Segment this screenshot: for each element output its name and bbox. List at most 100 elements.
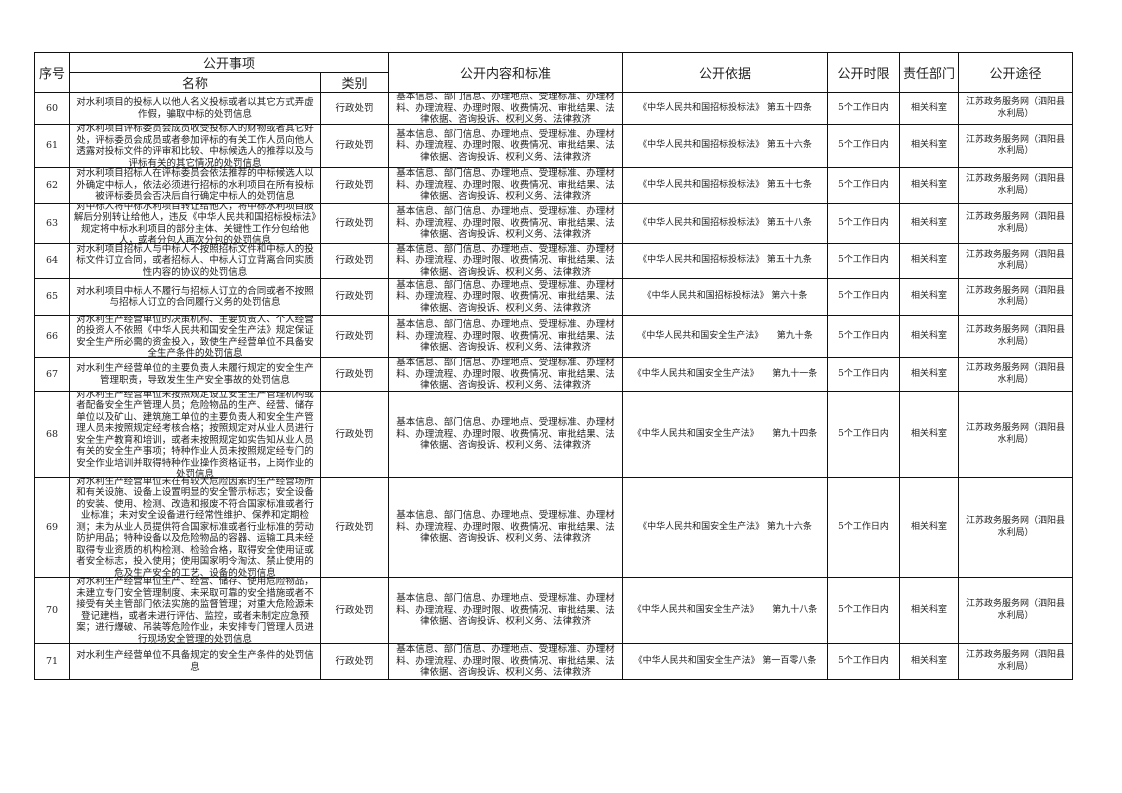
time-limit-cell: 5个工作日内	[827, 243, 900, 279]
basis-cell: 《中华人民共和国招标投标法》 第五十六条	[622, 124, 828, 168]
basis-cell-text: 《中华人民共和国招标投标法》 第五十七条	[638, 179, 812, 190]
basis-cell: 《中华人民共和国安全生产法》 第九十条	[622, 315, 828, 358]
category-cell-text: 行政处罚	[335, 655, 374, 667]
time-limit-cell-text: 5个工作日内	[838, 428, 889, 439]
table-row: 60 对水利项目的投标人以他人名义投标或者以其它方式弄虚作假，骗取中标的处罚信息 行…	[34, 92, 1073, 125]
name-cell-text: 对水利生产经营单位生产、经营、储存、使用危险物品，未建立专门安全管理制度、未采取…	[76, 578, 314, 643]
department-cell-text: 相关科室	[910, 604, 947, 615]
department-cell: 相关科室	[899, 315, 959, 358]
department-cell-text: 相关科室	[910, 179, 947, 190]
name-cell: 对水利项目的投标人以他人名义投标或者以其它方式弄虚作假，骗取中标的处罚信息	[69, 92, 321, 125]
seq-cell-text: 69	[45, 521, 59, 533]
seq-cell-text: 68	[45, 428, 59, 440]
department-cell-text: 相关科室	[910, 140, 947, 151]
department-cell: 相关科室	[899, 357, 959, 392]
category-cell: 行政处罚	[320, 167, 389, 204]
time-limit-cell: 5个工作日内	[827, 357, 900, 392]
time-limit-cell: 5个工作日内	[827, 391, 900, 478]
content-cell: 基本信息、部门信息、办理地点、受理标准、办理材料、办理流程、办理时限、收费情况、…	[388, 577, 623, 644]
name-cell: 对水利生产经营单位不具备规定的安全生产条件的处罚信息	[69, 643, 321, 680]
content-cell: 基本信息、部门信息、办理地点、受理标准、办理材料、办理流程、办理时限、收费情况、…	[388, 278, 623, 316]
seq-cell-text: 60	[45, 102, 59, 114]
category-cell-text: 行政处罚	[335, 102, 374, 114]
table-row: 66 对水利生产经营单位的决策机构、主要负责人、个人经营的投资人不依照《中华人民共…	[34, 315, 1073, 358]
time-limit-cell-text: 5个工作日内	[838, 655, 889, 666]
channel-cell: 江苏政务服务网（泗阳县水利局）	[958, 167, 1073, 204]
channel-cell-text: 江苏政务服务网（泗阳县水利局）	[965, 363, 1065, 385]
channel-cell-text: 江苏政务服务网（泗阳县水利局）	[965, 599, 1065, 621]
seq-cell: 62	[34, 167, 70, 204]
channel-cell: 江苏政务服务网（泗阳县水利局）	[958, 643, 1073, 680]
channel-cell-text: 江苏政务服务网（泗阳县水利局）	[965, 650, 1065, 672]
name-cell: 对水利项目中标人不履行与招标人订立的合同或者不按照与招标人订立的合同履行义务的处…	[69, 278, 321, 316]
header-item-group: 公开事项	[69, 52, 389, 73]
name-cell-text: 对水利生产经营单位的决策机构、主要负责人、个人经营的投资人不依照《中华人民共和国…	[76, 316, 314, 357]
seq-cell: 70	[34, 577, 70, 644]
header-content: 公开内容和标准	[388, 52, 623, 93]
seq-cell-text: 61	[45, 140, 59, 152]
basis-cell: 《中华人民共和国安全生产法》 第九十八条	[622, 577, 828, 644]
channel-cell-text: 江苏政务服务网（泗阳县水利局）	[965, 516, 1065, 538]
seq-cell: 69	[34, 477, 70, 578]
name-cell: 对水利生产经营单位未在有较大危险因素的生产经营场所和有关设施、设备上设置明显的安…	[69, 477, 321, 578]
category-cell-text: 行政处罚	[335, 255, 374, 267]
time-limit-cell-text: 5个工作日内	[838, 217, 889, 228]
department-cell: 相关科室	[899, 643, 959, 680]
table-row: 63 对中标人将中标水利项目转让给他人，将中标水利项目肢解后分别转让给他人，违反《…	[34, 203, 1073, 244]
basis-cell-text: 《中华人民共和国招标投标法》 第五十八条	[638, 217, 812, 228]
department-cell: 相关科室	[899, 203, 959, 244]
channel-cell: 江苏政务服务网（泗阳县水利局）	[958, 203, 1073, 244]
channel-cell: 江苏政务服务网（泗阳县水利局）	[958, 124, 1073, 168]
channel-cell: 江苏政务服务网（泗阳县水利局）	[958, 391, 1073, 478]
content-cell-text: 基本信息、部门信息、办理地点、受理标准、办理材料、办理流程、办理时限、收费情况、…	[396, 206, 615, 241]
basis-cell: 《中华人民共和国招标投标法》 第六十条	[622, 278, 828, 316]
seq-cell-text: 63	[45, 217, 59, 229]
header-department: 责任部门	[899, 52, 959, 93]
category-cell: 行政处罚	[320, 124, 389, 168]
content-cell: 基本信息、部门信息、办理地点、受理标准、办理材料、办理流程、办理时限、收费情况、…	[388, 315, 623, 358]
department-cell-text: 相关科室	[910, 255, 947, 266]
category-cell: 行政处罚	[320, 643, 389, 680]
channel-cell: 江苏政务服务网（泗阳县水利局）	[958, 477, 1073, 578]
channel-cell-text: 江苏政务服务网（泗阳县水利局）	[965, 249, 1065, 272]
channel-cell: 江苏政务服务网（泗阳县水利局）	[958, 243, 1073, 279]
seq-cell: 64	[34, 243, 70, 279]
name-cell-text: 对水利项目招标人与中标人不按照招标文件和中标人的投标文件订立合同，或者招标人、中…	[76, 244, 314, 278]
name-cell: 对中标人将中标水利项目转让给他人，将中标水利项目肢解后分别转让给他人，违反《中华…	[69, 203, 321, 244]
seq-cell: 63	[34, 203, 70, 244]
content-cell-text: 基本信息、部门信息、办理地点、受理标准、办理材料、办理流程、办理时限、收费情况、…	[396, 319, 615, 354]
content-cell-text: 基本信息、部门信息、办理地点、受理标准、办理材料、办理流程、办理时限、收费情况、…	[396, 93, 615, 124]
time-limit-cell-text: 5个工作日内	[838, 102, 889, 113]
basis-cell: 《中华人民共和国安全生产法》 第一百零八条	[622, 643, 828, 680]
name-cell: 对水利生产经营单位的决策机构、主要负责人、个人经营的投资人不依照《中华人民共和国…	[69, 315, 321, 358]
channel-cell: 江苏政务服务网（泗阳县水利局）	[958, 357, 1073, 392]
content-cell: 基本信息、部门信息、办理地点、受理标准、办理材料、办理流程、办理时限、收费情况、…	[388, 391, 623, 478]
time-limit-cell: 5个工作日内	[827, 577, 900, 644]
channel-cell: 江苏政务服务网（泗阳县水利局）	[958, 92, 1073, 125]
content-cell-text: 基本信息、部门信息、办理地点、受理标准、办理材料、办理流程、办理时限、收费情况、…	[396, 417, 615, 452]
department-cell: 相关科室	[899, 167, 959, 204]
department-cell: 相关科室	[899, 278, 959, 316]
disclosure-table: 序号 公开事项 公开内容和标准 公开依据 公开时限 责任部门 公开途径 名称 类…	[34, 52, 1073, 680]
category-cell-text: 行政处罚	[335, 521, 374, 533]
basis-cell-text: 《中华人民共和国招标投标法》 第五十四条	[638, 102, 812, 113]
basis-cell-text: 《中华人民共和国安全生产法》 第九十六条	[638, 521, 812, 532]
basis-cell: 《中华人民共和国安全生产法》 第九十六条	[622, 477, 828, 578]
name-cell-text: 对水利项目中标人不履行与招标人订立的合同或者不按照与招标人订立的合同履行义务的处…	[76, 285, 314, 309]
seq-cell-text: 62	[45, 179, 59, 191]
department-cell-text: 相关科室	[910, 291, 947, 302]
channel-cell-text: 江苏政务服务网（泗阳县水利局）	[965, 285, 1065, 308]
table-row: 68 对水利生产经营单位未按照规定设立安全生产管理机构或者配备安全生产管理人员；危…	[34, 391, 1073, 478]
content-cell: 基本信息、部门信息、办理地点、受理标准、办理材料、办理流程、办理时限、收费情况、…	[388, 243, 623, 279]
time-limit-cell: 5个工作日内	[827, 315, 900, 358]
basis-cell-text: 《中华人民共和国安全生产法》 第九十四条	[632, 428, 818, 439]
time-limit-cell: 5个工作日内	[827, 203, 900, 244]
seq-cell-text: 67	[45, 368, 59, 380]
basis-cell-text: 《中华人民共和国安全生产法》 第九十条	[637, 330, 813, 341]
department-cell-text: 相关科室	[910, 428, 947, 439]
table-row: 61 对水利项目评标委员会成员收受投标人的财物或者其它好处，评标委员会成员或者参加…	[34, 124, 1073, 168]
time-limit-cell-text: 5个工作日内	[838, 291, 889, 302]
time-limit-cell-text: 5个工作日内	[838, 140, 889, 151]
time-limit-cell-text: 5个工作日内	[838, 604, 889, 615]
time-limit-cell-text: 5个工作日内	[838, 255, 889, 266]
